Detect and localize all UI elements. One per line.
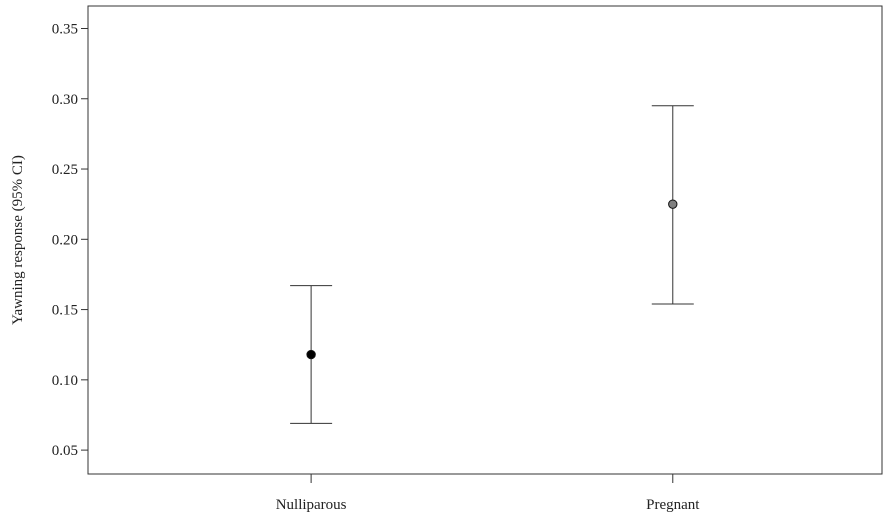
y-tick-label: 0.05 [52,443,78,459]
data-marks [290,105,694,424]
x-tick-label: Nulliparous [276,497,347,513]
x-tick-label: Pregnant [646,497,700,513]
y-tick-label: 0.10 [52,373,78,389]
data-point-nulliparous [306,349,316,360]
y-tick-label: 0.30 [52,92,78,108]
error-bar-pregnant [651,105,694,305]
error-bar-nulliparous [290,285,333,424]
plot-frame [87,5,883,475]
y-tick-label: 0.35 [52,21,78,37]
data-point-pregnant [668,199,678,209]
y-tick-label: 0.25 [52,162,78,178]
y-axis-label: Yawning response (95% CI) [10,155,26,325]
y-tick-label: 0.20 [52,232,78,248]
y-tick-label: 0.15 [52,303,78,319]
x-axis: Nulliparous Pregnant [276,474,700,513]
y-axis: 0.05 0.10 0.15 0.20 0.25 0.30 0.35 [52,21,88,459]
